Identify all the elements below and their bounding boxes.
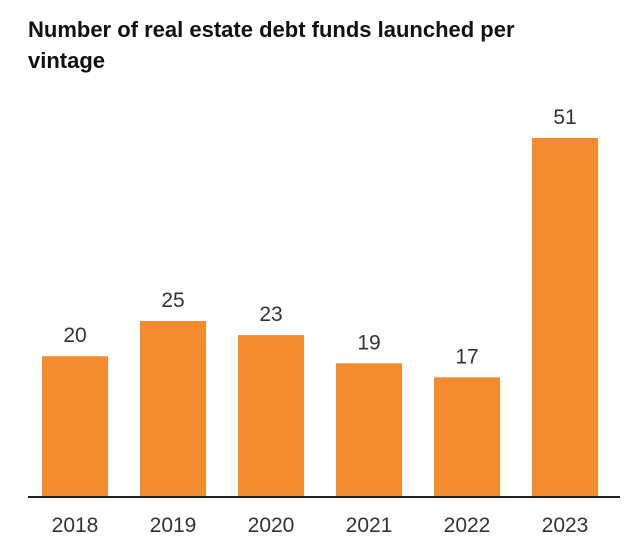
value-label-2019: 25 xyxy=(161,289,184,312)
value-labels-layer: 20 25 23 19 17 51 xyxy=(63,106,576,368)
bar-2022 xyxy=(434,377,500,497)
value-label-2021: 19 xyxy=(357,331,380,354)
bar-2020 xyxy=(238,335,304,497)
value-label-2018: 20 xyxy=(63,324,86,347)
x-tick-label-2022: 2022 xyxy=(444,514,491,537)
bar-2021 xyxy=(336,363,402,497)
bar-2019 xyxy=(140,321,206,497)
bar-2018 xyxy=(42,356,108,497)
x-tick-labels-layer: 2018 2019 2020 2021 2022 2023 xyxy=(52,514,589,537)
x-tick-label-2023: 2023 xyxy=(542,514,589,537)
x-tick-label-2020: 2020 xyxy=(248,514,295,537)
x-tick-label-2018: 2018 xyxy=(52,514,99,537)
x-tick-label-2019: 2019 xyxy=(150,514,197,537)
chart-title: Number of real estate debt funds launche… xyxy=(28,17,515,73)
value-label-2022: 17 xyxy=(455,345,478,368)
x-tick-label-2021: 2021 xyxy=(346,514,393,537)
value-label-2023: 51 xyxy=(553,106,576,129)
bars-layer xyxy=(42,138,598,497)
value-label-2020: 23 xyxy=(259,303,282,326)
bar-2023 xyxy=(532,138,598,497)
